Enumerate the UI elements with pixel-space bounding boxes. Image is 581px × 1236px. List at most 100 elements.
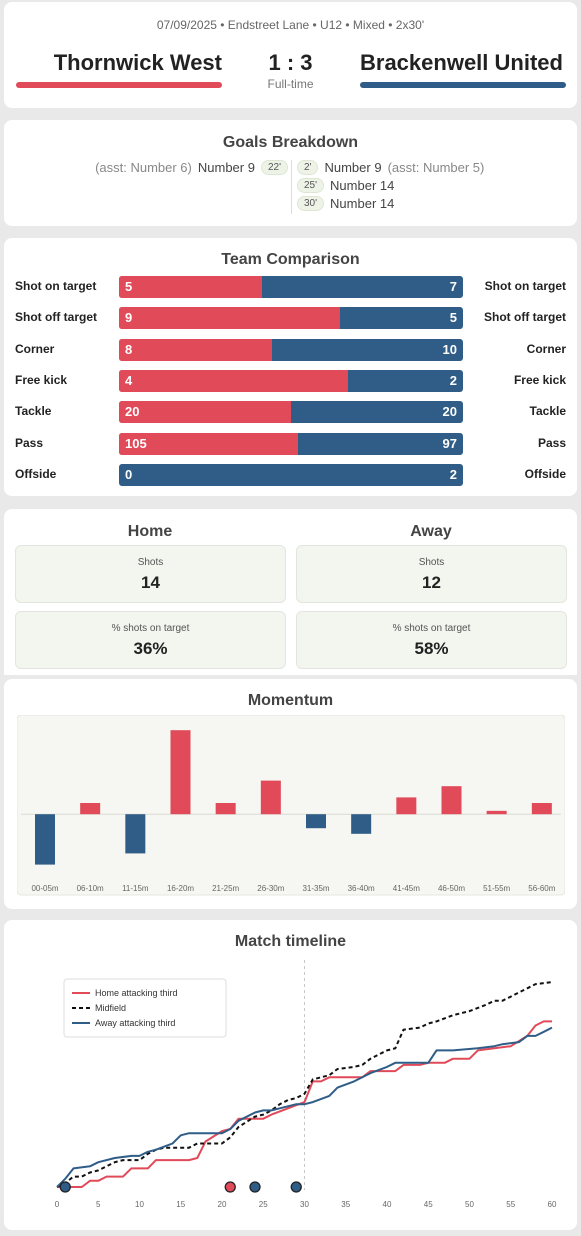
away-stat-value: 2 <box>449 372 457 388</box>
goal-scorer: Number 14 <box>330 196 395 211</box>
stat-label-home: Free kick <box>15 372 68 387</box>
goal-marker-home <box>224 1181 236 1193</box>
team-comparison-title: Team Comparison <box>221 251 360 268</box>
momentum-x-tick-label: 11-15m <box>122 884 149 893</box>
comparison-row: Tackle 20 20 Tackle <box>4 401 577 424</box>
momentum-x-tick-label: 00-05m <box>31 884 58 893</box>
stat-label-away: Corner <box>526 341 566 356</box>
stat-label-away: Free kick <box>513 372 566 387</box>
goal-marker-away <box>249 1181 261 1193</box>
momentum-bar <box>215 803 236 815</box>
momentum-x-tick-label: 56-60m <box>528 884 555 893</box>
comparison-row: Corner 8 10 Corner <box>4 338 577 361</box>
home-pct-box: % shots on target 36% <box>15 611 286 669</box>
timeline-x-tick-label: 5 <box>96 1200 101 1209</box>
home-column-title: Home <box>127 523 173 540</box>
momentum-bar <box>351 814 372 834</box>
match-timeline-card: Match timeline 0 5 10 15 20 25 30 35 40 45 50 55 60 H… <box>4 920 577 1230</box>
comparison-row: Pass 105 97 Pass <box>4 432 577 455</box>
comparison-row: Shot off target 9 5 Shot off target <box>4 307 577 330</box>
home-stat-value: 20 <box>125 404 140 420</box>
timeline-x-tick-label: 10 <box>135 1200 144 1209</box>
legend-box <box>63 978 227 1038</box>
momentum-x-tick-label: 26-30m <box>257 884 284 893</box>
stat-label-home: Tackle <box>15 404 52 419</box>
home-share-fill <box>119 276 263 298</box>
goal-assist: (asst: Number 6) <box>95 160 192 175</box>
away-team-name[interactable]: Brackenwell United <box>360 50 563 75</box>
home-stat-value: 4 <box>125 372 133 388</box>
momentum-x-tick-label: 51-55m <box>483 884 510 893</box>
momentum-bar <box>396 797 417 815</box>
away-stat-value: 10 <box>442 341 457 357</box>
timeline-x-tick-label: 25 <box>259 1200 268 1209</box>
home-team-name[interactable]: Thornwick West <box>53 50 222 75</box>
momentum-x-tick-label: 46-50m <box>438 884 465 893</box>
stat-label-away: Offside <box>524 466 566 481</box>
momentum-bar <box>441 786 462 815</box>
stat-label-away: Shot on target <box>484 279 566 293</box>
match-timeline-title: Match timeline <box>234 933 347 950</box>
legend-label: Away attacking third <box>95 1018 175 1028</box>
home-share-fill <box>119 369 349 392</box>
match-timeline-chart: 0 5 10 15 20 25 30 35 40 45 50 55 60 Home attacking t… <box>55 960 557 1209</box>
momentum-bar <box>260 780 281 815</box>
timeline-x-tick-label: 0 <box>55 1200 60 1209</box>
comparison-bar: 8 10 <box>119 338 463 361</box>
home-shots-box: Shots 14 <box>15 545 286 603</box>
away-stat-value: 20 <box>442 404 457 420</box>
momentum-card: Momentum 00-05m 06-10m 11-15m 16-20m 21-25m 2… <box>4 679 577 909</box>
home-stat-value: 0 <box>125 466 133 482</box>
stat-label-away: Shot off target <box>484 310 566 325</box>
momentum-bar <box>170 730 191 815</box>
timeline-x-tick-label: 40 <box>383 1200 392 1209</box>
goal-marker-away <box>290 1181 302 1193</box>
home-shots-value: 14 <box>141 573 160 592</box>
timeline-x-tick-label: 35 <box>341 1200 350 1209</box>
series-line-away-attacking-third <box>56 1026 553 1188</box>
goal-minute: 25' <box>297 178 325 193</box>
series-line-midfield <box>56 981 553 1188</box>
final-score: 1 : 3 <box>268 50 313 75</box>
goal-assist: (asst: Number 5) <box>387 160 485 175</box>
comparison-row: Free kick 4 2 Free kick <box>4 369 577 392</box>
home-stat-value: 8 <box>125 341 133 357</box>
away-column-title: Away <box>410 523 452 540</box>
momentum-title: Momentum <box>247 692 334 709</box>
momentum-x-tick-label: 06-10m <box>77 884 104 893</box>
momentum-bar <box>125 814 146 854</box>
stat-label-away: Pass <box>537 435 566 450</box>
match-header: 07/09/2025 • Endstreet Lane • U12 • Mixe… <box>4 2 577 108</box>
stat-label-home: Shot off target <box>15 310 97 325</box>
away-pct-box: % shots on target 58% <box>296 611 567 669</box>
away-stat-value: 2 <box>449 466 457 482</box>
stat-label-away: Tackle <box>529 404 566 419</box>
home-share-fill <box>119 401 291 424</box>
timeline-x-tick-label: 30 <box>300 1200 309 1209</box>
timeline-legend: Home attacking third Midfield Away attacki… <box>63 978 227 1038</box>
comparison-row: Shot on target 5 7 Shot on target <box>4 276 577 298</box>
legend-label: Midfield <box>95 1003 126 1013</box>
goal-scorer: Number 14 <box>330 178 395 193</box>
momentum-x-tick-label: 36-40m <box>348 884 375 893</box>
home-stat-value: 105 <box>125 435 147 451</box>
momentum-bar <box>80 803 101 815</box>
home-share-fill <box>119 432 298 455</box>
timeline-x-tick-label: 60 <box>548 1200 557 1209</box>
momentum-bar <box>35 814 55 865</box>
shots-label: Shots <box>418 557 445 568</box>
home-goal-row: (asst: Number 6) Number 9 22' <box>95 160 288 175</box>
away-stat-value: 5 <box>449 310 457 326</box>
legend-label: Home attacking third <box>95 988 178 998</box>
timeline-x-tick-label: 50 <box>465 1200 474 1209</box>
goal-minute: 30' <box>297 196 325 211</box>
stat-label-home: Pass <box>15 435 44 450</box>
stat-label-home: Shot on target <box>15 279 97 293</box>
momentum-chart: 00-05m 06-10m 11-15m 16-20m 21-25m 26-30m 31-3… <box>17 715 565 896</box>
away-goal-row: 30' Number 14 <box>297 196 394 211</box>
away-stat-value: 97 <box>442 435 457 451</box>
home-stat-value: 5 <box>125 279 133 294</box>
